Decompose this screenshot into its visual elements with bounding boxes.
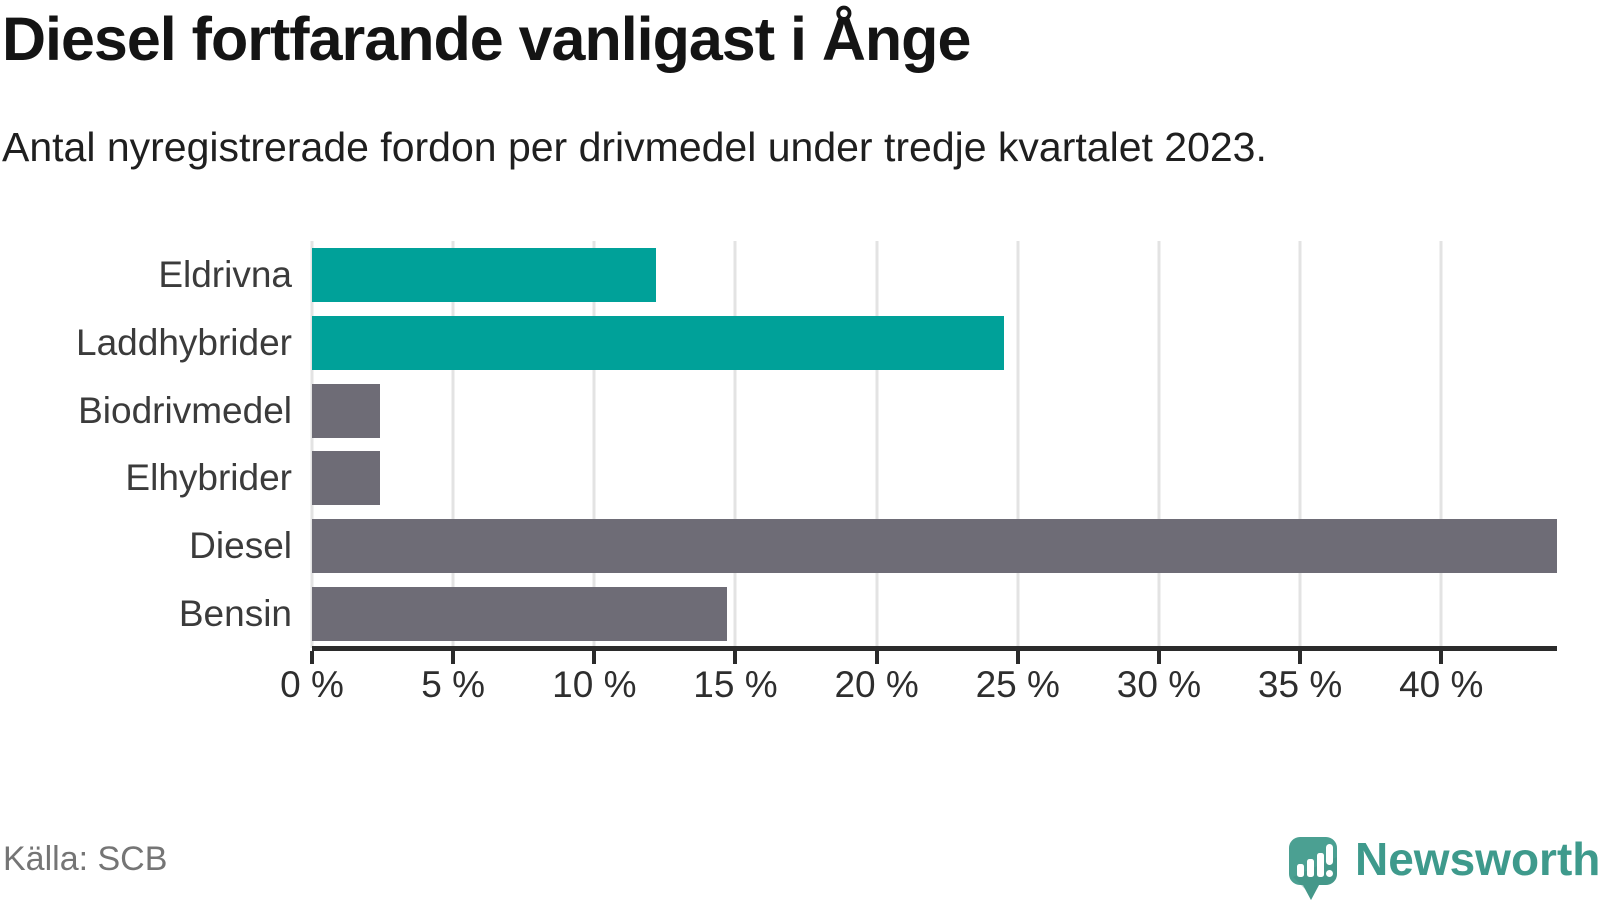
x-tick [592, 651, 597, 664]
bar-row [312, 241, 1557, 309]
gridline [451, 241, 455, 648]
bar [312, 451, 380, 506]
bars [312, 241, 1557, 648]
bar-row [312, 377, 1557, 445]
bar [312, 315, 1004, 370]
x-axis-tick-labels: 0 % 5 % 10 % 15 % 20 % 25 % 30 % 35 % 40 % [280, 664, 1557, 712]
x-tick [451, 651, 456, 664]
bar-row [312, 512, 1557, 580]
gridline [1016, 241, 1020, 648]
x-tick-label: 20 % [834, 664, 919, 705]
bar-row [312, 309, 1557, 377]
x-tick-label: 15 % [693, 664, 778, 705]
newsworthy-logo-icon [1289, 837, 1337, 900]
bar [312, 519, 1557, 574]
gridline [1298, 241, 1302, 648]
x-tick-label: 40 % [1399, 664, 1484, 705]
x-tick [1439, 651, 1444, 664]
gridline [592, 241, 596, 648]
x-tick-label: 5 % [421, 664, 486, 705]
category-label: Eldrivna [158, 253, 292, 295]
plot-area [310, 241, 1557, 648]
x-tick [310, 651, 314, 664]
x-tick-label: 25 % [975, 664, 1060, 705]
category-label: Biodrivmedel [78, 389, 292, 431]
page-title: Diesel fortfarande vanligast i Ånge [2, 5, 971, 73]
gridline [310, 241, 314, 648]
gridline [875, 241, 879, 648]
category-label: Elhybrider [125, 457, 292, 499]
x-tick-label: 0 % [280, 664, 344, 705]
x-axis-ticks [310, 651, 1557, 665]
source-note: Källa: SCB [3, 840, 168, 878]
x-tick [733, 651, 738, 664]
category-label: Diesel [189, 525, 292, 567]
gridline [1157, 241, 1161, 648]
gridline [1439, 241, 1443, 648]
category-label: Laddhybrider [76, 321, 292, 363]
gridline [733, 241, 737, 648]
chart-subtitle: Antal nyregistrerade fordon per drivmede… [2, 124, 1267, 170]
x-tick [1298, 651, 1303, 664]
category-labels: Eldrivna Laddhybrider Biodrivmedel Elhybrid… [0, 241, 292, 648]
brand-wordmark: Newsworthy [1355, 833, 1600, 885]
x-axis-line [312, 646, 1557, 651]
x-tick [1015, 651, 1020, 664]
x-tick-label: 10 % [552, 664, 637, 705]
category-label: Bensin [178, 593, 292, 635]
x-tick-label: 30 % [1116, 664, 1202, 705]
bar [312, 247, 657, 302]
x-tick [1156, 651, 1161, 664]
x-tick [874, 651, 879, 664]
bar [312, 587, 727, 642]
bar-row [312, 444, 1557, 512]
x-tick-label: 35 % [1257, 664, 1343, 705]
bar-row [312, 580, 1557, 648]
bar [312, 383, 380, 438]
